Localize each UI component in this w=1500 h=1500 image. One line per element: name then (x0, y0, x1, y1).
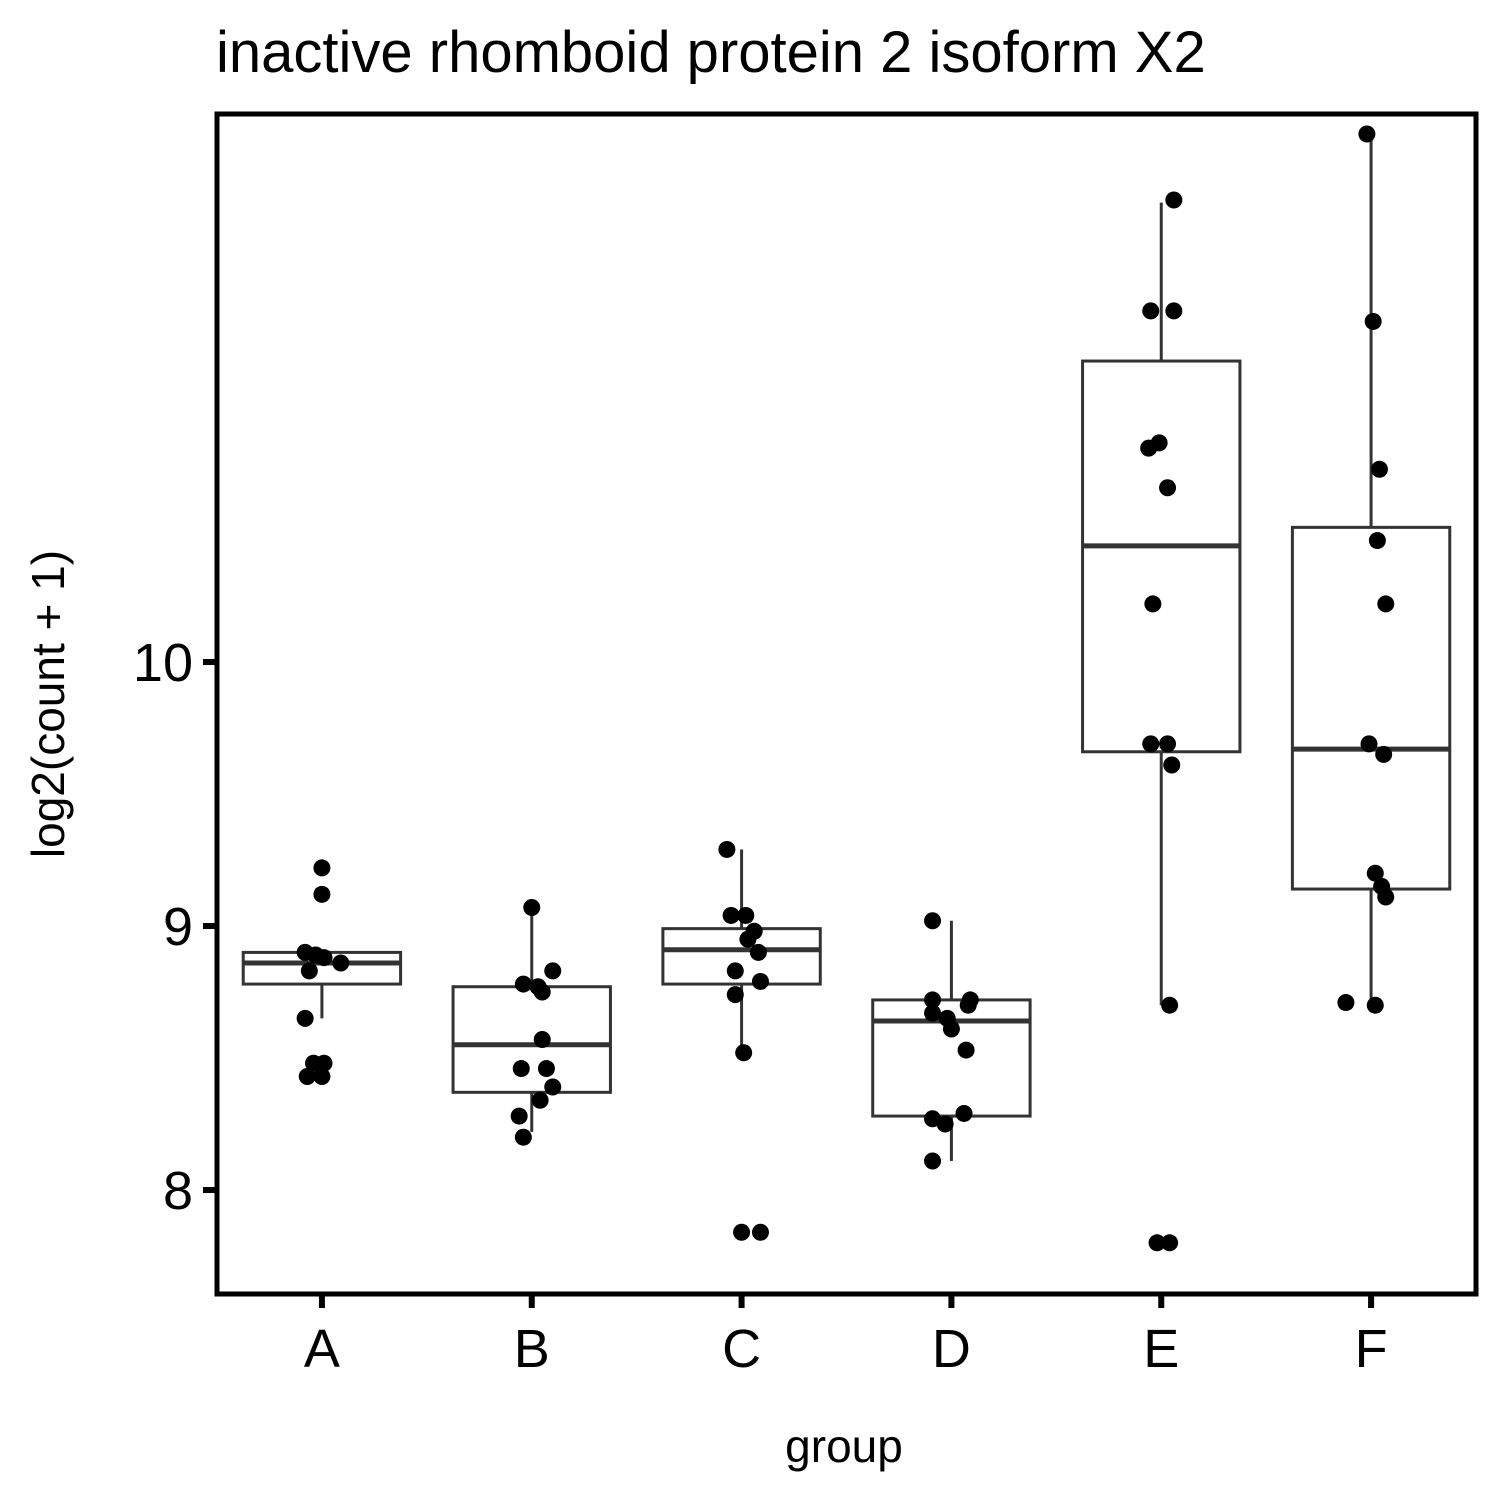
data-point (300, 962, 318, 980)
data-point (1358, 125, 1376, 143)
data-point (1375, 745, 1393, 763)
data-point (1165, 191, 1183, 209)
box-B (451, 907, 612, 1132)
y-tick-label: 9 (163, 897, 193, 957)
data-point (955, 1104, 973, 1122)
data-point (1163, 756, 1181, 774)
data-point (523, 899, 541, 917)
data-point (1165, 302, 1183, 320)
box-F (1290, 134, 1452, 1006)
data-point (313, 885, 331, 903)
data-point (514, 975, 532, 993)
data-point (1144, 595, 1162, 613)
data-point (751, 972, 769, 990)
data-point (733, 1223, 751, 1241)
data-point (1337, 994, 1355, 1012)
data-point (726, 962, 744, 980)
x-tick-label: A (304, 1319, 340, 1379)
data-point (924, 1004, 942, 1022)
data-point (1142, 302, 1160, 320)
data-point (1364, 312, 1382, 330)
data-point (1159, 479, 1177, 497)
box-E (1081, 202, 1242, 1006)
data-point (1360, 735, 1378, 753)
data-point (739, 930, 757, 948)
data-point (315, 949, 333, 967)
y-tick-label: 8 (163, 1161, 193, 1221)
box-D (871, 920, 1032, 1161)
data-point (313, 1067, 331, 1085)
box-iqr (1290, 525, 1452, 891)
data-point (544, 1078, 562, 1096)
data-point (718, 840, 736, 858)
data-point (1159, 735, 1177, 753)
data-point (751, 1223, 769, 1241)
data-point (544, 962, 562, 980)
data-point (313, 859, 331, 877)
x-tick-label: E (1143, 1319, 1179, 1379)
data-point (957, 1041, 975, 1059)
data-point (1161, 996, 1179, 1014)
data-point (533, 1031, 551, 1049)
data-point (296, 1009, 314, 1027)
data-point (924, 991, 942, 1009)
data-point (749, 943, 767, 961)
data-point (1366, 864, 1384, 882)
panel-border (214, 111, 1479, 1297)
data-point (533, 983, 551, 1001)
data-point (1368, 532, 1386, 550)
y-axis-title: log2(count + 1) (22, 550, 74, 858)
x-tick-label: B (514, 1319, 550, 1379)
box-iqr (451, 985, 612, 1094)
x-axis: A B C D E F (304, 1294, 1388, 1379)
data-point (1377, 595, 1395, 613)
data-point (510, 1107, 528, 1125)
data-point (514, 1128, 532, 1146)
data-point (1148, 1234, 1166, 1252)
data-point (942, 1020, 960, 1038)
data-point (537, 1060, 555, 1078)
data-point (1161, 1234, 1179, 1252)
plot-area (241, 125, 1452, 1252)
data-point (726, 986, 744, 1004)
data-point (332, 954, 350, 972)
x-axis-title: group (785, 1420, 903, 1472)
data-point (1140, 439, 1158, 457)
x-tick-label: C (722, 1319, 761, 1379)
data-point (722, 906, 740, 924)
data-point (924, 1152, 942, 1170)
box-iqr (1081, 359, 1242, 754)
data-point (959, 996, 977, 1014)
data-point (1142, 735, 1160, 753)
data-point (737, 906, 755, 924)
data-point (1370, 460, 1388, 478)
x-tick-label: F (1355, 1319, 1388, 1379)
data-point (735, 1044, 753, 1062)
data-point (1377, 888, 1395, 906)
data-point (1366, 996, 1384, 1014)
y-axis: 8 9 10 (133, 633, 217, 1221)
x-tick-label: D (932, 1319, 971, 1379)
jitter-points (296, 125, 1395, 1252)
chart-title: inactive rhomboid protein 2 isoform X2 (216, 20, 1206, 85)
data-point (512, 1060, 530, 1078)
data-point (531, 1091, 549, 1109)
data-point (936, 1115, 954, 1133)
data-point (315, 1054, 333, 1072)
data-point (298, 1067, 316, 1085)
data-point (924, 912, 942, 930)
box-C (661, 849, 822, 1053)
y-tick-label: 10 (133, 633, 193, 693)
